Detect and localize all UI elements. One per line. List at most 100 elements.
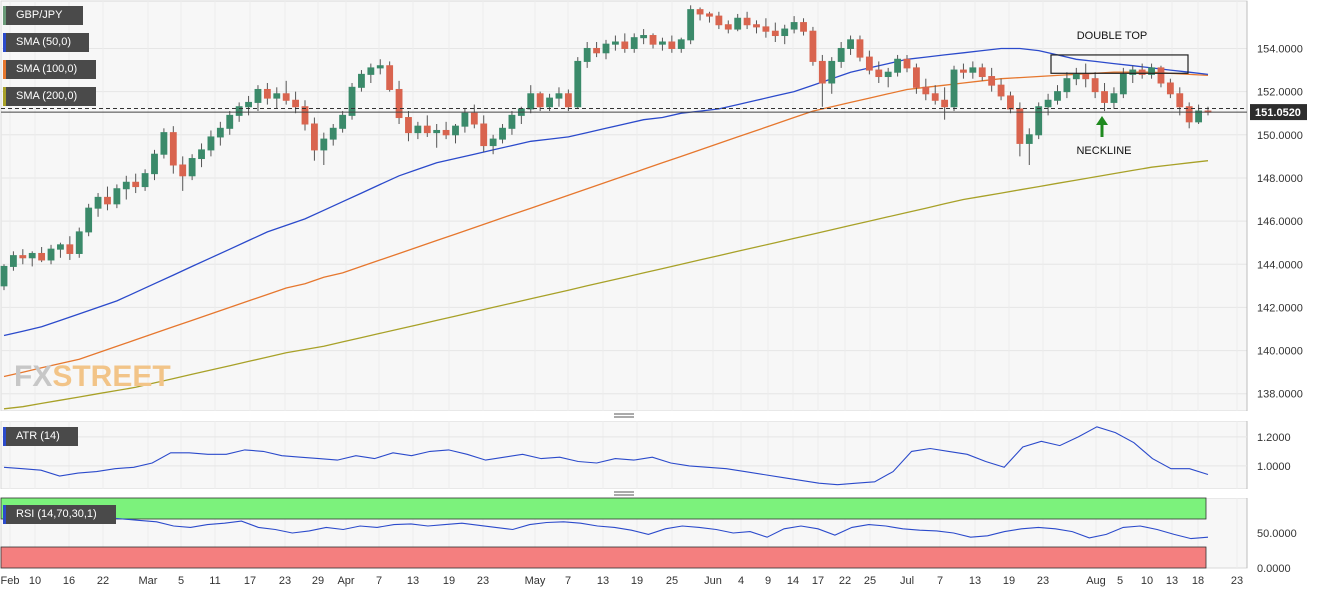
time-tick-label: 17	[244, 575, 256, 587]
price-tick-label: 154.0000	[1257, 43, 1303, 55]
neckline-arrow-head	[1096, 116, 1108, 125]
candle-body	[480, 123, 488, 147]
time-tick-label: 16	[63, 575, 75, 587]
candle-body	[696, 9, 704, 15]
sma100-line	[3, 71, 1209, 378]
time-tick-label: 25	[864, 575, 876, 587]
candle-body	[263, 88, 271, 99]
candle-body	[386, 65, 394, 90]
candle-body	[640, 35, 648, 39]
time-tick-label: 11	[209, 575, 220, 587]
candle-body	[433, 129, 441, 134]
candle-body	[75, 231, 83, 254]
candle-body	[1007, 95, 1014, 110]
candle-body	[405, 117, 412, 134]
time-tick-label: 13	[597, 575, 609, 587]
candle-body	[28, 252, 36, 259]
candle-body	[414, 125, 422, 134]
candle-body	[753, 24, 760, 28]
candle-body	[38, 252, 46, 261]
candle-body	[320, 138, 328, 151]
candle-body	[922, 86, 930, 95]
candle-body	[724, 24, 732, 30]
time-tick-label: 23	[1037, 575, 1049, 587]
candle-body	[442, 129, 450, 136]
time-tick-label: 19	[631, 575, 643, 587]
neckline-annotation: NECKLINE	[1076, 145, 1131, 157]
candle-body	[226, 114, 234, 129]
candle-body	[912, 67, 920, 88]
candle-body	[329, 127, 337, 140]
candle-body	[611, 41, 619, 45]
candle-body	[583, 47, 591, 62]
candle-body	[198, 149, 205, 160]
candle-body	[969, 67, 977, 73]
legend-sma200[interactable]: SMA (200,0)	[3, 87, 96, 106]
time-tick-label: 4	[738, 575, 744, 587]
legend-rsi[interactable]: RSI (14,70,30,1)	[3, 505, 116, 524]
atr-line	[3, 426, 1209, 486]
candle-body	[1016, 108, 1024, 144]
candle-body	[376, 65, 384, 69]
candle-body	[1025, 134, 1033, 144]
candle-body	[564, 93, 572, 108]
candle-body	[593, 47, 601, 54]
candle-body	[856, 39, 864, 58]
candle-body	[903, 58, 911, 69]
candle-body	[188, 158, 196, 177]
candle-body	[216, 127, 224, 138]
panel-frame-1	[0, 0, 1248, 412]
time-tick-label: 7	[376, 575, 382, 587]
candle-body	[1110, 93, 1118, 103]
candle-body	[423, 125, 431, 134]
candle-body	[1195, 110, 1203, 123]
time-tick-label: 13	[1166, 575, 1178, 587]
time-tick-label: Mar	[139, 575, 158, 587]
legend-atr[interactable]: ATR (14)	[3, 427, 78, 446]
candle-body	[1054, 91, 1061, 101]
legend-sma100[interactable]: SMA (100,0)	[3, 60, 96, 79]
candle-body	[743, 17, 751, 26]
time-tick-label: 5	[1117, 575, 1123, 587]
candle-body	[978, 67, 986, 78]
candle-body	[282, 93, 290, 101]
time-tick-label: 22	[97, 575, 109, 587]
time-tick-label: 14	[787, 575, 799, 587]
candle-body	[555, 93, 563, 99]
rsi-line	[3, 517, 1209, 540]
candle-body	[621, 41, 629, 49]
fxstreet-watermark-logo: FXSTREET	[14, 360, 171, 393]
legend-sma50[interactable]: SMA (50,0)	[3, 33, 89, 52]
time-tick-label: Apr	[337, 575, 354, 587]
time-tick-label: 5	[178, 575, 184, 587]
candle-body	[508, 114, 516, 129]
candle-body	[452, 125, 459, 136]
candle-body	[771, 30, 779, 37]
candle-body	[809, 30, 817, 62]
candle-body	[818, 60, 826, 84]
candle-body	[461, 112, 469, 127]
candle-body	[348, 86, 356, 116]
legend-gbpjpy[interactable]: GBP/JPY	[3, 6, 83, 25]
time-tick-label: 18	[1192, 575, 1204, 587]
time-tick-label: 9	[765, 575, 771, 587]
candle-body	[395, 88, 403, 119]
candle-body	[113, 188, 121, 205]
time-tick-label: 23	[477, 575, 489, 587]
candle-body	[1082, 73, 1090, 80]
price-tick-label: 150.0000	[1257, 130, 1303, 142]
sma50-line	[3, 47, 1209, 337]
candle-body	[1091, 78, 1099, 93]
candle-body	[1138, 69, 1146, 75]
candle-body	[527, 93, 535, 110]
time-tick-label: 19	[443, 575, 455, 587]
candle-body	[151, 153, 158, 175]
candle-body	[790, 22, 798, 30]
time-tick-label: 10	[29, 575, 41, 587]
candle-body	[1185, 106, 1193, 123]
candle-body	[47, 248, 55, 261]
candle-body	[1148, 67, 1155, 75]
candle-body	[358, 73, 365, 88]
